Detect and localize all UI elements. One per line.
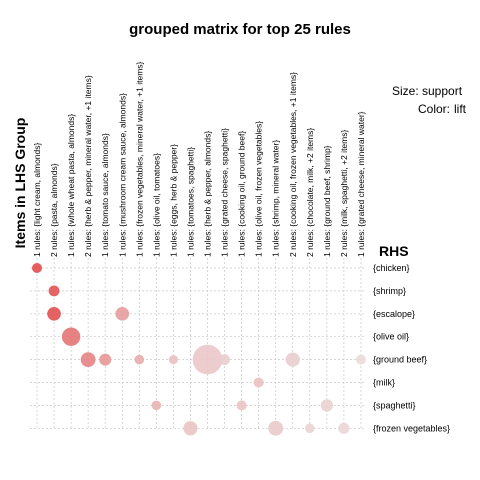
x-tick-label: 1 rules: {whole wheat pasta, almonds}: [66, 114, 76, 257]
x-tick-label: 2 rules: {pasta, almonds}: [49, 163, 59, 257]
legend-color-value: lift: [454, 102, 467, 116]
x-tick-label: 1 rules: {olive oil, frozen vegetables}: [254, 121, 264, 257]
bubble: [81, 352, 96, 367]
bubble: [356, 355, 366, 365]
x-tick-labels: 1 rules: {light cream, almonds} 2 rules: …: [32, 61, 366, 257]
y-axis-title: RHS: [379, 243, 409, 259]
y-tick-label: {ground beef}: [373, 355, 427, 365]
chart-title: grouped matrix for top 25 rules: [129, 21, 351, 38]
bubble: [62, 328, 80, 346]
bubble: [152, 401, 162, 411]
x-tick-label: 2 rules: {cooking oil, frozen vegetables…: [288, 72, 298, 257]
bubble: [286, 352, 300, 366]
x-tick-label: 1 rules: {ground beef, shrimp}: [322, 145, 332, 257]
bubble: [321, 399, 333, 411]
grid-lines: [30, 258, 364, 429]
bubbles: [32, 263, 366, 436]
y-tick-label: {milk}: [373, 378, 395, 388]
x-tick-label: 1 rules: {cooking oil, ground beef}: [237, 131, 247, 257]
y-tick-label: {shrimp}: [373, 286, 406, 296]
y-tick-label: {chicken}: [373, 263, 410, 273]
bubble: [134, 355, 144, 365]
bubble: [338, 423, 349, 434]
x-tick-label: 1 rules: {tomato sauce, almonds}: [100, 133, 110, 257]
bubble: [99, 354, 111, 366]
y-tick-label: {frozen vegetables}: [373, 423, 450, 433]
bubble: [115, 307, 129, 321]
bubble: [49, 285, 60, 296]
x-tick-label: 2 rules: {milk, spaghetti, +2 items}: [339, 130, 349, 257]
x-tick-label: 1 rules: {light cream, almonds}: [32, 143, 42, 257]
bubble: [219, 354, 230, 365]
legend-size-value: support: [422, 84, 463, 98]
legend-color-label: Color:: [418, 102, 450, 116]
bubble: [169, 355, 178, 364]
x-tick-label: 1 rules: {herb & pepper, almonds}: [203, 131, 213, 257]
y-tick-labels: {chicken} {shrimp} {escalope} {olive oil} {g…: [373, 263, 450, 433]
x-tick-label: 2 rules: {chocolate, milk, +2 items}: [305, 128, 315, 257]
bubble: [183, 421, 197, 435]
bubble: [254, 377, 264, 387]
x-tick-label: 2 rules: {herb & pepper, mineral water, …: [83, 75, 93, 257]
bubble: [32, 263, 42, 273]
y-tick-label: {olive oil}: [373, 332, 409, 342]
x-tick-label: 1 rules: {tomatoes, spaghetti}: [185, 147, 195, 257]
legend-size-label: Size:: [392, 84, 419, 98]
bubble: [47, 307, 61, 321]
x-tick-label: 1 rules: {olive oil, tomatoes}: [151, 153, 161, 257]
x-tick-label: 1 rules: {grated cheese, spaghetti}: [220, 128, 230, 257]
y-tick-label: {spaghetti}: [373, 400, 416, 410]
bubble: [305, 423, 315, 433]
bubble: [268, 421, 283, 436]
x-tick-label: 1 rules: {eggs, herb & pepper}: [168, 144, 178, 257]
x-tick-label: 1 rules: {mushroom cream sauce, almonds}: [117, 93, 127, 257]
x-tick-label: 1 rules: {frozen vegetables, mineral wat…: [134, 61, 144, 257]
x-axis-title: Items in LHS Group: [12, 118, 28, 249]
x-tick-label: 1 rules: {grated cheese, mineral water}: [356, 111, 366, 257]
y-tick-label: {escalope}: [373, 309, 415, 319]
bubble: [237, 400, 247, 410]
x-tick-label: 1 rules: {shrimp, mineral water}: [271, 140, 281, 257]
bubble: [193, 345, 223, 375]
